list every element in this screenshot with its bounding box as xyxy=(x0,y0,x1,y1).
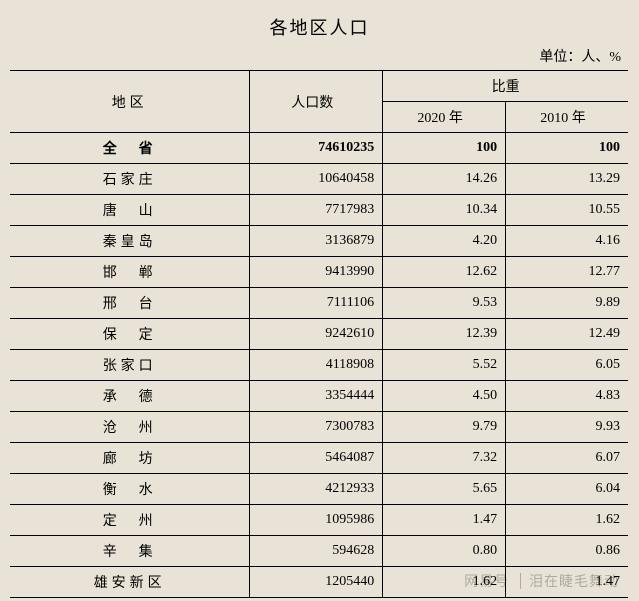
header-2010: 2010 年 xyxy=(506,102,628,133)
cell-region: 辛 集 xyxy=(10,536,250,567)
cell-population: 1205440 xyxy=(250,567,383,598)
cell-region: 唐 山 xyxy=(10,195,250,226)
cell-pct-2020: 9.53 xyxy=(383,288,506,319)
cell-population: 9242610 xyxy=(250,319,383,350)
cell-region: 雄安新区 xyxy=(10,567,250,598)
header-region: 地区 xyxy=(10,71,250,133)
cell-region: 廊 坊 xyxy=(10,443,250,474)
cell-pct-2020: 4.50 xyxy=(383,381,506,412)
cell-population: 4118908 xyxy=(250,350,383,381)
cell-pct-2010: 6.05 xyxy=(506,350,628,381)
cell-region: 定 州 xyxy=(10,505,250,536)
cell-pct-2010: 6.04 xyxy=(506,474,628,505)
cell-pct-2010: 4.16 xyxy=(506,226,628,257)
unit-label: 单位：人、% xyxy=(0,40,639,66)
cell-pct-2010: 4.83 xyxy=(506,381,628,412)
table-row: 定 州10959861.471.62 xyxy=(10,505,628,536)
cell-pct-2010: 100 xyxy=(506,133,628,164)
table-row: 保 定924261012.3912.49 xyxy=(10,319,628,350)
cell-pct-2020: 7.32 xyxy=(383,443,506,474)
cell-pct-2020: 4.20 xyxy=(383,226,506,257)
cell-pct-2020: 10.34 xyxy=(383,195,506,226)
header-2020: 2020 年 xyxy=(383,102,506,133)
table-row: 张家口41189085.526.05 xyxy=(10,350,628,381)
page-title: 各地区人口 xyxy=(0,0,639,40)
cell-population: 3354444 xyxy=(250,381,383,412)
cell-region: 石家庄 xyxy=(10,164,250,195)
cell-pct-2020: 1.47 xyxy=(383,505,506,536)
watermark-brand: 网易号 xyxy=(464,573,509,589)
table-row: 唐 山771798310.3410.55 xyxy=(10,195,628,226)
cell-pct-2010: 0.86 xyxy=(506,536,628,567)
cell-pct-2010: 9.93 xyxy=(506,412,628,443)
population-table: 地区 人口数 比重 2020 年 2010 年 全 省7461023510010… xyxy=(10,70,628,598)
table-row: 衡 水42129335.656.04 xyxy=(10,474,628,505)
cell-population: 1095986 xyxy=(250,505,383,536)
cell-pct-2010: 6.07 xyxy=(506,443,628,474)
cell-population: 7300783 xyxy=(250,412,383,443)
table-row: 石家庄1064045814.2613.29 xyxy=(10,164,628,195)
cell-pct-2020: 100 xyxy=(383,133,506,164)
cell-pct-2010: 9.89 xyxy=(506,288,628,319)
cell-pct-2020: 5.52 xyxy=(383,350,506,381)
cell-region: 沧 州 xyxy=(10,412,250,443)
cell-pct-2010: 12.77 xyxy=(506,257,628,288)
cell-pct-2010: 13.29 xyxy=(506,164,628,195)
table-row: 辛 集5946280.800.86 xyxy=(10,536,628,567)
cell-population: 7111106 xyxy=(250,288,383,319)
table-row: 沧 州73007839.799.93 xyxy=(10,412,628,443)
table-row: 廊 坊54640877.326.07 xyxy=(10,443,628,474)
cell-population: 594628 xyxy=(250,536,383,567)
cell-pct-2020: 14.26 xyxy=(383,164,506,195)
cell-pct-2010: 1.62 xyxy=(506,505,628,536)
cell-pct-2020: 5.65 xyxy=(383,474,506,505)
cell-region: 张家口 xyxy=(10,350,250,381)
cell-pct-2020: 12.39 xyxy=(383,319,506,350)
cell-region: 衡 水 xyxy=(10,474,250,505)
cell-region: 保 定 xyxy=(10,319,250,350)
cell-population: 3136879 xyxy=(250,226,383,257)
cell-population: 7717983 xyxy=(250,195,383,226)
table-row: 邢 台71111069.539.89 xyxy=(10,288,628,319)
cell-population: 4212933 xyxy=(250,474,383,505)
watermark-author: 泪在睫毛舞动 xyxy=(520,573,619,589)
table-row: 秦皇岛31368794.204.16 xyxy=(10,226,628,257)
cell-region: 秦皇岛 xyxy=(10,226,250,257)
cell-region: 承 德 xyxy=(10,381,250,412)
table-row: 邯 郸941399012.6212.77 xyxy=(10,257,628,288)
cell-pct-2020: 0.80 xyxy=(383,536,506,567)
table-row: 全 省74610235100100 xyxy=(10,133,628,164)
cell-pct-2010: 12.49 xyxy=(506,319,628,350)
cell-population: 5464087 xyxy=(250,443,383,474)
cell-population: 74610235 xyxy=(250,133,383,164)
cell-population: 9413990 xyxy=(250,257,383,288)
header-population: 人口数 xyxy=(250,71,383,133)
cell-region: 全 省 xyxy=(10,133,250,164)
cell-population: 10640458 xyxy=(250,164,383,195)
table-row: 承 德33544444.504.83 xyxy=(10,381,628,412)
header-proportion: 比重 xyxy=(383,71,628,102)
cell-region: 邯 郸 xyxy=(10,257,250,288)
cell-region: 邢 台 xyxy=(10,288,250,319)
cell-pct-2010: 10.55 xyxy=(506,195,628,226)
watermark: 网易号 泪在睫毛舞动 xyxy=(464,571,625,591)
cell-pct-2020: 9.79 xyxy=(383,412,506,443)
cell-pct-2020: 12.62 xyxy=(383,257,506,288)
